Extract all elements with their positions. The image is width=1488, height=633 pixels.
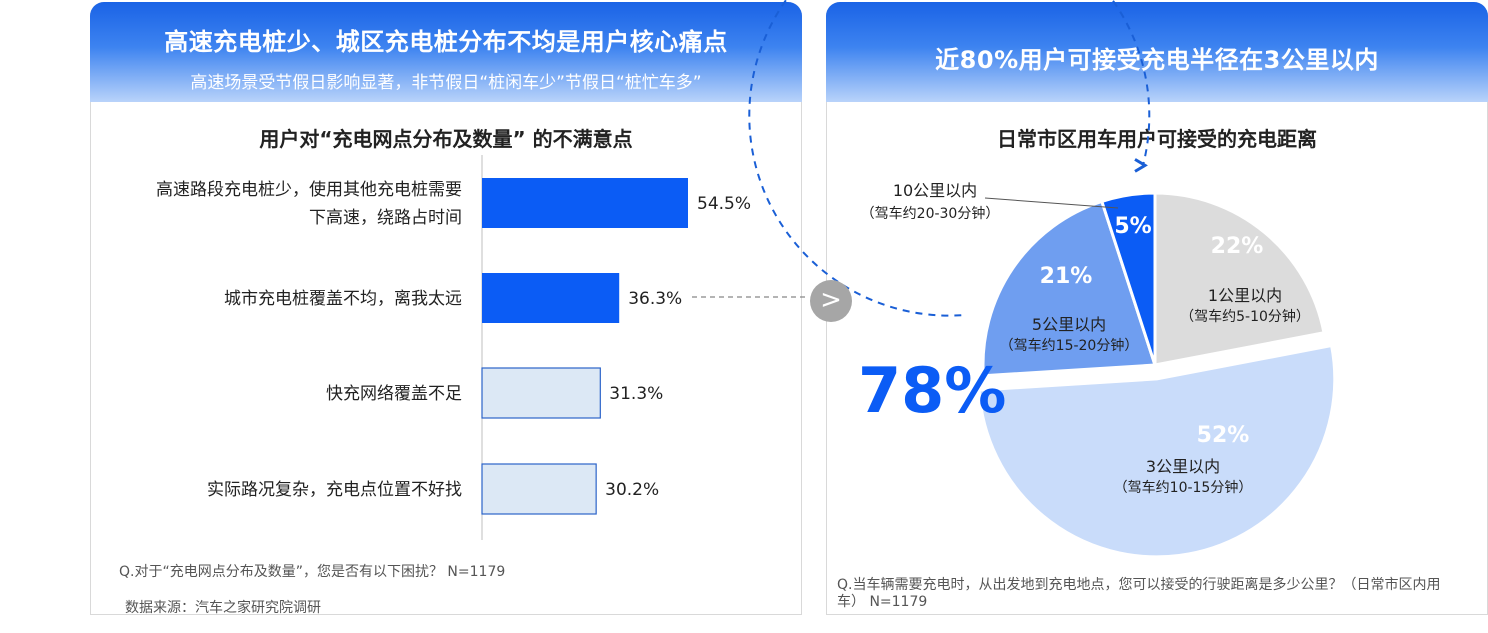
bar-value-label: 31.3%: [609, 384, 663, 404]
pie-category-label: 3公里以内（驾车约10-15分钟）: [1114, 457, 1253, 496]
pie-percent-label: 21%: [1040, 264, 1093, 289]
category-label: 高速路段充电桩少，使用其他充电桩需要: [156, 179, 462, 200]
pie-leader-line: [984, 197, 1119, 209]
left-header-title: 高速充电桩少、城区充电桩分布不均是用户核心痛点: [164, 28, 728, 56]
pie-category-label: 5公里以内（驾车约15-20分钟）: [1000, 315, 1139, 354]
bar-chart-title: 用户对“充电网点分布及数量” 的不满意点: [259, 127, 633, 151]
category-label: 快充网络覆盖不足: [326, 384, 462, 404]
category-label: 城市充电桩覆盖不均，离我太远: [224, 289, 462, 309]
bar: [481, 367, 601, 419]
pie-chart: 22% 52% 21% 5% 1公里以内（驾车约5-10分钟） 3公里以内（驾车约10-1…: [748, 0, 1337, 559]
pie-percent-label: 52%: [1197, 423, 1250, 448]
bar-value-label: 30.2%: [605, 480, 659, 500]
pie-slice: [1153, 191, 1326, 367]
pie-outside-label: 10公里以内（驾车约20-30分钟）: [861, 181, 1000, 222]
ring-arrow-icon: [1134, 158, 1148, 173]
pie-slice: [977, 343, 1337, 559]
bar: [481, 463, 597, 515]
right-footnote: Q.当车辆需要充电时，从出发地到充电地点，您可以接受的行驶距离是多少公里？（日常…: [837, 577, 1441, 610]
big-percent: 78%: [858, 354, 1006, 427]
left-header: 高速充电桩少、城区充电桩分布不均是用户核心痛点 高速场景受节假日影响显著，非节假…: [90, 2, 802, 102]
bar-value-label: 54.5%: [697, 194, 751, 214]
right-header-title: 近80%用户可接受充电半径在3公里以内: [935, 46, 1379, 74]
category-label: 下高速，绕路占时间: [309, 208, 462, 228]
right-header: 近80%用户可接受充电半径在3公里以内: [826, 2, 1488, 102]
category-label: 实际路况复杂，充电点位置不好找: [207, 480, 462, 500]
bar-value-label: 36.3%: [628, 289, 682, 309]
left-panel: 高速充电桩少、城区充电桩分布不均是用户核心痛点 高速场景受节假日影响显著，非节假…: [90, 2, 802, 616]
pie-percent-label: 22%: [1211, 234, 1264, 259]
left-footnote-source: 数据来源：汽车之家研究院调研: [125, 600, 321, 616]
bar: [482, 178, 688, 228]
dashed-ring: [748, 0, 1151, 317]
pie-slice: [1099, 191, 1157, 366]
left-header-subtitle: 高速场景受节假日影响显著，非节假日“桩闲车少”节假日“桩忙车多”: [190, 73, 702, 93]
bar: [482, 273, 620, 323]
left-footnote-question: Q.对于“充电网点分布及数量”，您是否有以下困扰？ N=1179: [119, 564, 506, 580]
pie-percent-label: 5%: [1114, 214, 1151, 239]
pie-category-label: 1公里以内（驾车约5-10分钟）: [1180, 286, 1310, 325]
pie-chart-title: 日常市区用车用户可接受的充电距离: [997, 127, 1317, 151]
next-arrow-icon[interactable]: >: [810, 280, 852, 322]
pie-slice: [981, 199, 1158, 378]
